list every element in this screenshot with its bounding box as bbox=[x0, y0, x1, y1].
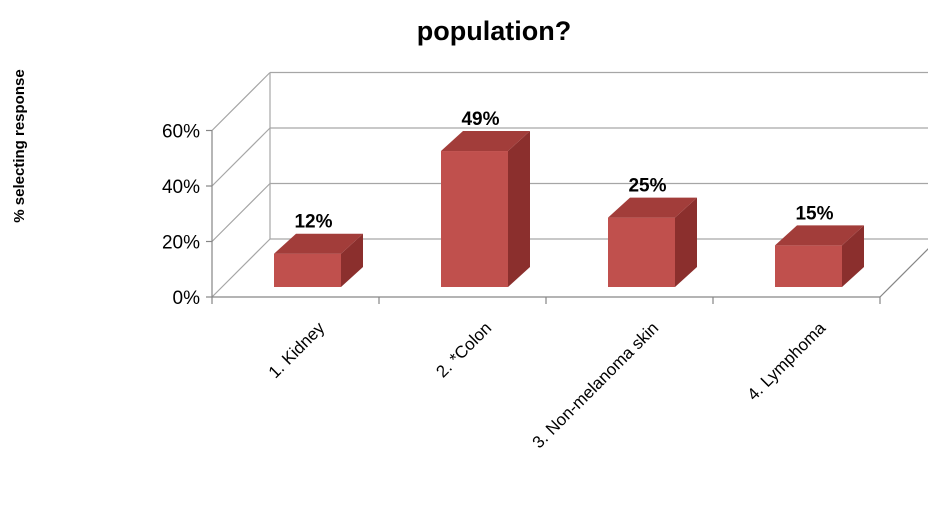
x-category-label: 2. *Colon bbox=[432, 318, 495, 381]
bar-top bbox=[274, 233, 363, 254]
y-tick-labels: 0% 20% 40% 60% bbox=[162, 122, 200, 310]
x-category-label: 3. Non-melanoma skin bbox=[529, 318, 663, 452]
gridline-left-wall bbox=[211, 72, 271, 131]
y-tick-label: 60% bbox=[162, 122, 200, 143]
bar-top bbox=[608, 197, 697, 218]
data-label: 25% bbox=[628, 176, 666, 197]
data-label: 49% bbox=[461, 109, 499, 130]
bar-front bbox=[274, 253, 341, 287]
gridline-left-wall bbox=[211, 127, 271, 187]
x-category-label: 4. Lymphoma bbox=[744, 318, 830, 404]
bar-side bbox=[842, 225, 864, 287]
bar-side bbox=[508, 131, 530, 287]
bar-top bbox=[775, 225, 864, 246]
floor-right-edge bbox=[879, 248, 928, 298]
bar-front bbox=[608, 217, 675, 287]
data-label: 15% bbox=[795, 203, 833, 224]
y-tick-label: 20% bbox=[162, 233, 200, 254]
axes bbox=[206, 129, 928, 304]
bar-front bbox=[775, 245, 842, 287]
x-category-labels: 1. Kidney 2. *Colon 3. Non-melanoma skin 4.… bbox=[265, 318, 830, 452]
x-category-label: 1. Kidney bbox=[265, 318, 329, 382]
y-tick-label: 0% bbox=[173, 288, 201, 309]
data-label: 12% bbox=[294, 212, 332, 233]
bar-side bbox=[675, 197, 697, 287]
y-tick-label: 40% bbox=[162, 177, 200, 198]
chart-title: population? bbox=[417, 16, 571, 46]
gridline-left-wall bbox=[211, 238, 271, 298]
y-axis-label: % selecting response bbox=[11, 69, 28, 222]
bar-top bbox=[441, 131, 530, 152]
bars bbox=[274, 131, 864, 287]
bar-side bbox=[341, 233, 363, 287]
gridline-left-wall bbox=[211, 183, 271, 242]
data-labels: 12% 49% 25% 15% bbox=[294, 109, 833, 233]
bar-front bbox=[441, 151, 508, 287]
